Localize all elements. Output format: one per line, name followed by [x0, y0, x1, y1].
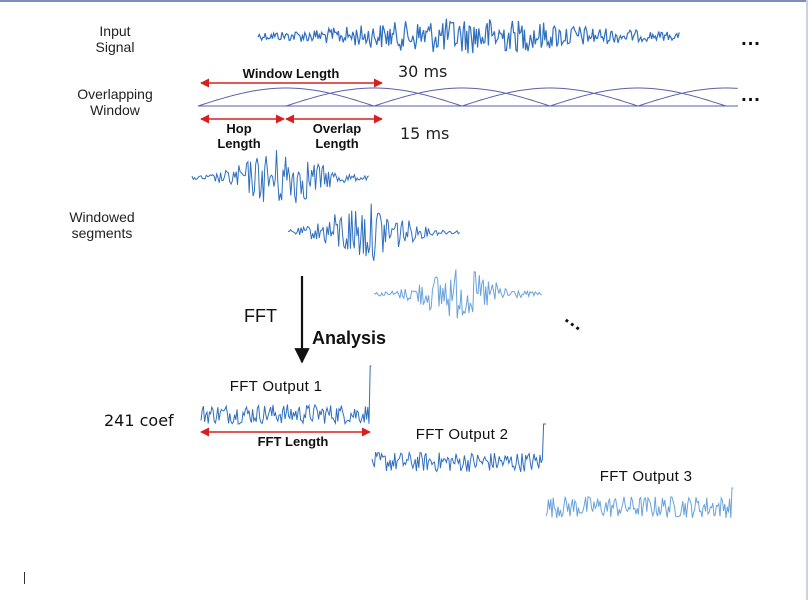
overlapping-windows: [197, 87, 738, 107]
overlap-length-label: Overlap Length: [312, 121, 362, 151]
windowed-segment-3: [373, 269, 542, 319]
overlapping-window-label: Overlapping Window: [77, 86, 153, 119]
hop-ms-label: 15 ms: [400, 124, 450, 143]
fft-output-2-label: FFT Output 2: [415, 426, 509, 443]
fft-label: FFT: [244, 306, 277, 326]
coef-label: 241 coef: [104, 411, 174, 430]
right-border: [806, 0, 808, 600]
input-ellipsis: ...: [741, 28, 761, 50]
fft-output-1-label: FFT Output 1: [229, 378, 323, 395]
fft-length-label: FFT Length: [257, 434, 329, 449]
input-signal-label: Input Signal: [95, 23, 135, 56]
window-length-label: Window Length: [242, 66, 340, 81]
windowed-segment-1: [191, 150, 370, 203]
text-cursor: [24, 572, 25, 584]
fft-output-3-label: FFT Output 3: [599, 468, 693, 485]
fft-output-1-spectrum: [200, 365, 372, 426]
window-ms-label: 30 ms: [398, 62, 448, 81]
windowed-segment-2: [288, 203, 460, 261]
analysis-label: Analysis: [312, 328, 387, 348]
input-signal-waveform: [257, 18, 680, 54]
window-ellipsis: ...: [741, 84, 761, 106]
top-border: [0, 0, 808, 2]
hop-length-label: Hop Length: [217, 121, 261, 151]
windowed-segments-label: Windowed segments: [69, 209, 135, 242]
fft-output-3-spectrum: [545, 487, 734, 518]
fft-output-2-spectrum: [371, 423, 546, 473]
